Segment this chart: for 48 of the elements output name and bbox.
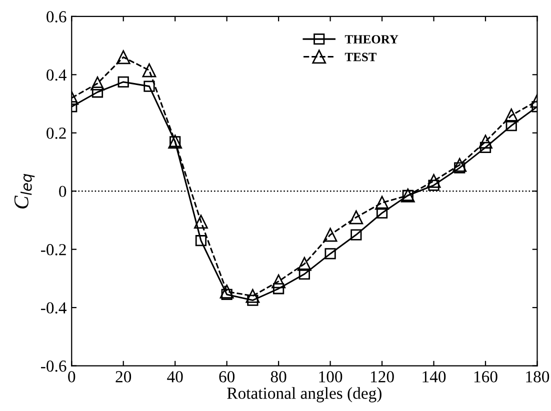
x-tick-label: 120 bbox=[370, 371, 394, 382]
y-tick-label: 0 bbox=[59, 186, 66, 198]
point bbox=[298, 268, 310, 280]
point bbox=[220, 284, 234, 298]
point bbox=[480, 142, 492, 153]
point bbox=[504, 108, 518, 122]
x-tick-label: 100 bbox=[319, 371, 342, 382]
point bbox=[297, 256, 312, 271]
y-tick-label: 0.2 bbox=[46, 128, 66, 139]
point bbox=[116, 50, 130, 64]
point bbox=[92, 86, 104, 98]
x-tick-label: 0 bbox=[68, 371, 76, 382]
legend-label: TEST bbox=[344, 52, 377, 62]
x-tick-label: 140 bbox=[422, 371, 446, 382]
x-tick-label: 60 bbox=[219, 371, 235, 382]
point bbox=[221, 288, 232, 300]
point bbox=[118, 76, 129, 88]
point bbox=[375, 196, 389, 210]
y-axis-title: C$_{leq}$ bbox=[14, 174, 35, 208]
x-tick-label: 160 bbox=[474, 371, 498, 382]
point bbox=[144, 80, 155, 92]
point bbox=[426, 174, 441, 188]
y-tick-label: -0.2 bbox=[41, 244, 66, 256]
point bbox=[273, 283, 284, 294]
point bbox=[194, 214, 208, 229]
point bbox=[452, 158, 467, 172]
point bbox=[142, 63, 156, 78]
point bbox=[349, 210, 364, 224]
point bbox=[90, 76, 104, 90]
point bbox=[350, 229, 362, 240]
x-tick-label: 40 bbox=[167, 371, 183, 382]
y-tick-label: 0.6 bbox=[46, 11, 66, 22]
point bbox=[506, 120, 517, 132]
y-tick-label: 0.4 bbox=[46, 69, 67, 81]
point bbox=[323, 228, 338, 242]
point bbox=[376, 207, 388, 219]
y-tick-label: -0.6 bbox=[41, 360, 66, 372]
point bbox=[272, 274, 286, 288]
point bbox=[246, 288, 260, 303]
point bbox=[478, 134, 492, 149]
point bbox=[195, 235, 207, 246]
x-axis-title: Rotational angles (deg) bbox=[227, 387, 382, 402]
x-tick-label: 20 bbox=[116, 371, 132, 382]
legend-label: THEORY bbox=[344, 35, 398, 44]
x-tick-label: 180 bbox=[526, 371, 550, 382]
y-tick-label: -0.4 bbox=[41, 302, 67, 314]
x-tick-label: 80 bbox=[270, 371, 286, 382]
point bbox=[324, 248, 336, 260]
